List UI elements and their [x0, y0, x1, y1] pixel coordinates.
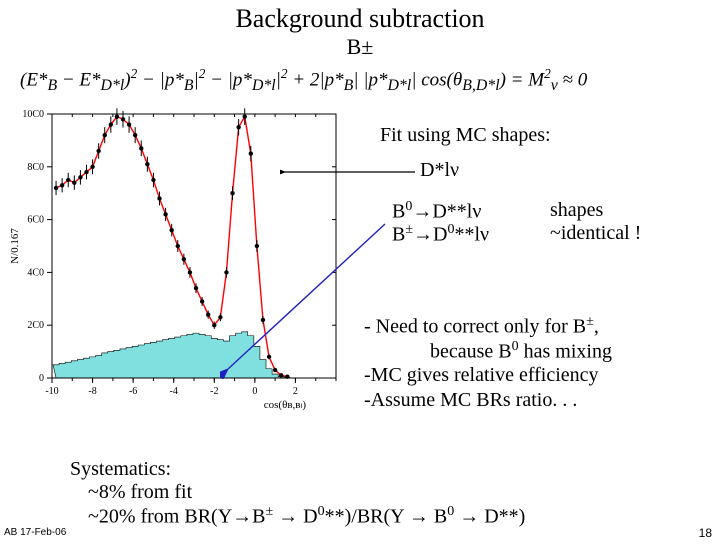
svg-text:8C0: 8C0 [27, 162, 44, 173]
subtitle-bpm: B± [0, 34, 720, 60]
formula: (E*B − E*D*l)2 − |p*B|2 − |p*D*l|2 + 2|p… [20, 66, 587, 95]
footer-date: AB 17-Feb-06 [4, 527, 66, 538]
svg-text:-4: -4 [170, 386, 178, 397]
svg-text:10C0: 10C0 [22, 109, 44, 120]
bullet-mc: -MC gives relative efficiency [364, 364, 599, 387]
svg-text:0: 0 [39, 373, 44, 384]
systematics-block: Systematics: ~8% from fit ~20% from BR(Y… [70, 458, 525, 529]
shapes-label: shapes [550, 199, 603, 222]
fit-label: Fit using MC shapes: [380, 124, 551, 147]
svg-text:-8: -8 [88, 386, 96, 397]
identical-label: ~identical ! [550, 222, 641, 245]
page-title: Background subtraction [0, 4, 720, 34]
bullet-assume: -Assume MC BRs ratio. . . [364, 389, 577, 412]
arrow-dstar [280, 164, 420, 184]
svg-text:6C0: 6C0 [27, 215, 44, 226]
dstar-label: D*lν [420, 159, 459, 182]
svg-text:4C0: 4C0 [27, 267, 44, 278]
svg-text:2C0: 2C0 [27, 320, 44, 331]
svg-text:N/0.167: N/0.167 [9, 228, 21, 264]
svg-text:-2: -2 [210, 386, 218, 397]
svg-text:-10: -10 [45, 386, 58, 397]
sys-br: ~20% from BR(Y→B± → D0**)/BR(Y → B0 → D*… [88, 504, 525, 529]
page-number: 18 [699, 526, 712, 540]
svg-text:cos(θʙ,ʙₗ): cos(θʙ,ʙₗ) [264, 399, 307, 411]
arrow-dstarstar [220, 219, 390, 379]
bullet-correct: - Need to correct only for B±, [364, 314, 599, 339]
sys-title: Systematics: [70, 458, 525, 481]
svg-text:0: 0 [252, 386, 257, 397]
svg-text:-6: -6 [129, 386, 137, 397]
svg-text:2: 2 [293, 386, 298, 397]
decay-bpm: B±→D0**lν [392, 222, 489, 247]
sys-fit: ~8% from fit [88, 481, 525, 504]
bullet-mixing: because B0 has mixing [430, 339, 612, 364]
decay-b0: B0→D**lν [392, 199, 481, 224]
